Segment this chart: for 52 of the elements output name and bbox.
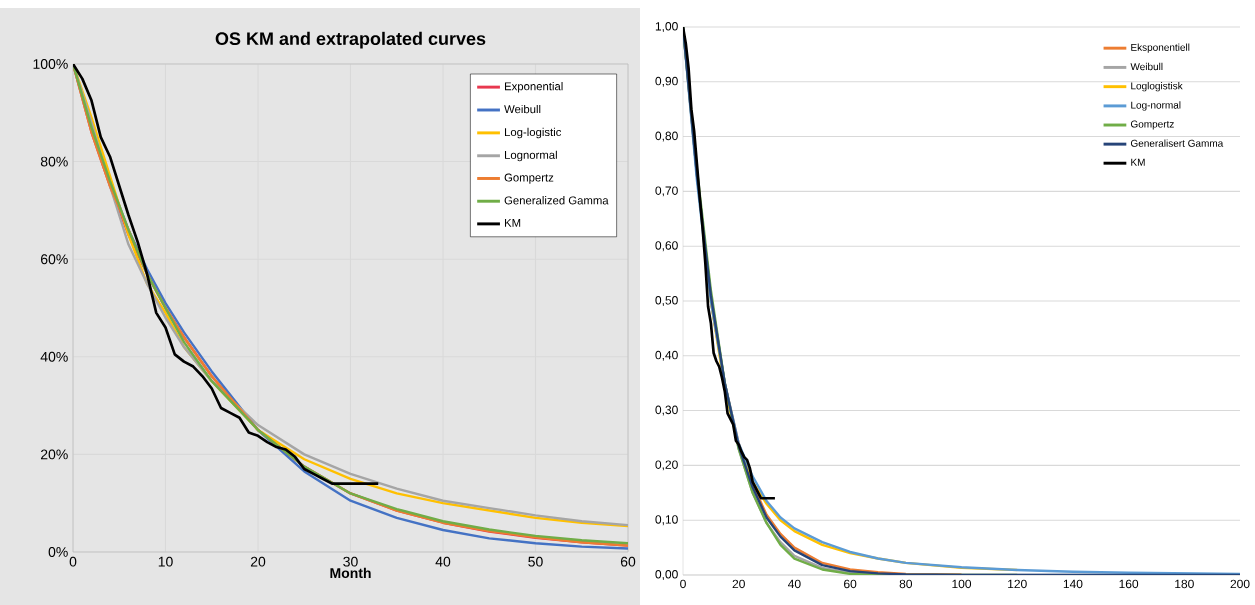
x-tick-label: 140 [1063, 579, 1083, 589]
legend-label: Exponential [504, 82, 563, 93]
y-tick-label: 0,50 [655, 296, 678, 306]
x-tick-label: 60 [844, 579, 857, 589]
x-tick-label: 50 [528, 556, 543, 567]
y-tick-label: 0,80 [655, 131, 678, 142]
y-tick-label: 40% [40, 351, 68, 362]
y-tick-label: 0% [48, 547, 68, 557]
legend-label: Gompertz [1130, 120, 1174, 130]
y-tick-label: 20% [40, 449, 68, 460]
y-tick-label: 0,10 [655, 515, 678, 526]
x-tick-label: 100 [952, 579, 972, 589]
legend-label: Lognormal [504, 150, 557, 162]
legend-label: Loglogistisk [1131, 82, 1183, 92]
line-series [73, 63, 380, 485]
y-tick-label: 0,70 [655, 186, 678, 197]
x-tick-label: 80 [899, 579, 913, 589]
x-tick-label: 10 [158, 556, 173, 567]
x-tick-label: 60 [620, 556, 636, 567]
legend-label: Eksponentiell [1131, 43, 1190, 53]
legend-label: Weibull [1130, 62, 1163, 71]
legend-label: Generalized Gamma [504, 196, 609, 205]
x-tick-label: 200 [1230, 579, 1250, 589]
x-tick-label: 0 [680, 579, 686, 589]
y-tick-label: 80% [40, 156, 68, 167]
legend-label: Gompertz [504, 173, 554, 184]
y-tick-label: 100% [33, 59, 68, 69]
y-tick-label: 0,20 [655, 460, 678, 471]
y-tick-label: 0,90 [655, 76, 678, 87]
x-tick-label: 40 [788, 579, 801, 589]
legend-label: Weibull [504, 104, 541, 114]
x-tick-label: 180 [1175, 579, 1194, 589]
x-tick-label: 40 [435, 556, 451, 567]
x-axis-title: Month [330, 567, 371, 579]
x-tick-label: 0 [69, 556, 77, 567]
y-tick-label: 0,00 [655, 570, 678, 580]
x-tick-label: 30 [343, 556, 358, 567]
x-tick-label: 120 [1008, 579, 1027, 589]
legend-label: KM [1131, 158, 1145, 166]
legend-label: Generalisert Gamma [1130, 139, 1224, 147]
chart-title: OS KM and extrapolated curves [215, 31, 486, 49]
x-tick-label: 20 [250, 556, 266, 567]
x-tick-label: 160 [1119, 579, 1139, 589]
y-tick-label: 60% [40, 254, 68, 265]
legend-label: Log-normal [1131, 101, 1181, 111]
y-tick-label: 0,30 [655, 405, 678, 416]
y-tick-label: 0,60 [655, 241, 678, 252]
legend-label: KM [504, 218, 521, 227]
y-tick-label: 1,00 [655, 22, 678, 32]
y-tick-label: 0,40 [655, 350, 678, 361]
x-tick-label: 20 [732, 579, 745, 589]
legend-label: Log-logistic [504, 127, 562, 139]
